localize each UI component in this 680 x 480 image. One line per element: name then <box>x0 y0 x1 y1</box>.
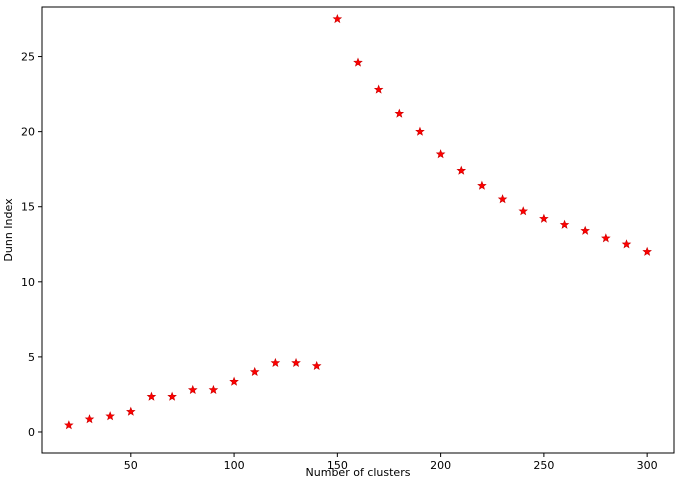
data-point <box>311 360 322 370</box>
data-point <box>456 165 467 175</box>
data-point <box>580 225 590 235</box>
data-point <box>415 126 425 136</box>
data-point <box>518 206 529 216</box>
y-axis-title: Dunn Index <box>2 198 15 262</box>
data-point <box>435 149 446 159</box>
data-point <box>126 406 136 416</box>
data-point <box>642 246 652 256</box>
data-point <box>291 357 301 367</box>
data-point <box>601 233 611 243</box>
data-point <box>497 194 508 204</box>
data-point <box>353 57 363 67</box>
data-point <box>229 376 239 386</box>
x-tick-label: 150 <box>327 459 348 472</box>
data-point <box>332 13 343 24</box>
data-point <box>539 213 549 223</box>
data-point <box>621 239 632 249</box>
x-axis-title: Number of clusters <box>306 466 411 479</box>
y-tick-label: 25 <box>21 51 35 64</box>
data-point <box>146 391 157 401</box>
x-tick-label: 50 <box>124 459 138 472</box>
y-tick-label: 20 <box>21 126 35 139</box>
data-point <box>208 384 219 395</box>
y-tick-label: 0 <box>28 426 35 439</box>
x-tick-label: 300 <box>637 459 658 472</box>
x-tick-label: 250 <box>533 459 554 472</box>
data-point <box>249 366 260 376</box>
data-point <box>64 420 74 430</box>
data-point <box>187 384 198 395</box>
data-point <box>373 84 384 94</box>
x-tick-label: 200 <box>430 459 451 472</box>
data-point <box>167 391 177 401</box>
y-axis-ticks: 0 5 10 15 20 25 <box>21 51 42 439</box>
y-tick-label: 15 <box>21 201 35 214</box>
data-point <box>394 108 405 118</box>
x-axis-ticks: 50 100 150 200 250 300 <box>124 453 658 472</box>
x-tick-label: 100 <box>224 459 245 472</box>
data-point <box>559 219 570 229</box>
data-point <box>270 357 281 367</box>
y-tick-label: 5 <box>28 351 35 364</box>
data-point <box>477 180 487 190</box>
data-points <box>64 13 652 430</box>
plot-frame <box>41 6 675 454</box>
data-point <box>84 414 95 424</box>
data-point <box>105 411 115 421</box>
y-tick-label: 10 <box>21 276 35 289</box>
